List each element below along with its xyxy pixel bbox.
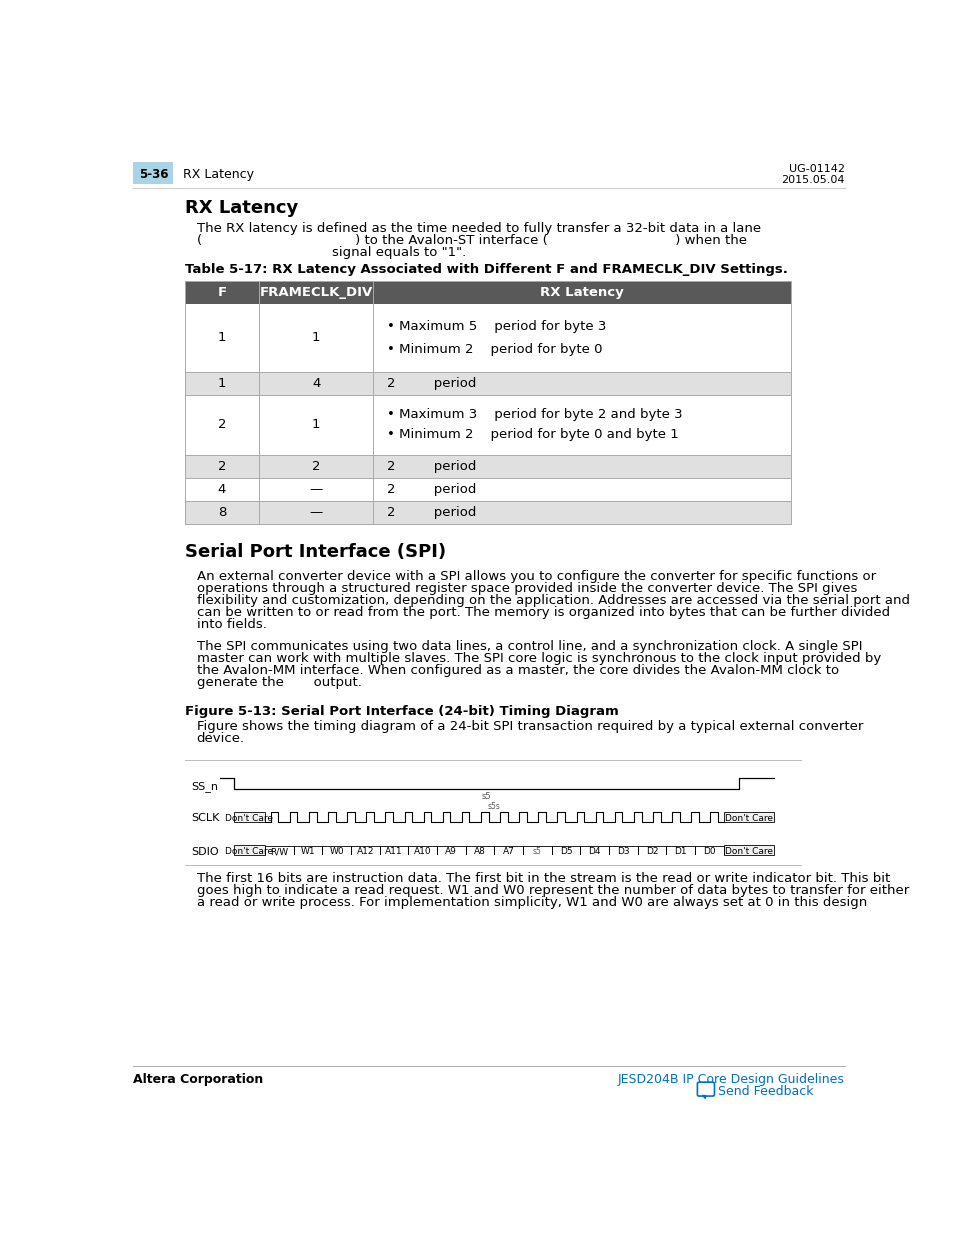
Text: 2: 2 [217, 459, 226, 473]
Text: A10: A10 [414, 847, 431, 856]
Text: into fields.: into fields. [196, 618, 266, 631]
Text: —: — [309, 483, 322, 495]
Text: FRAMECLK_DIV: FRAMECLK_DIV [259, 285, 373, 299]
Text: RX Latency: RX Latency [539, 285, 623, 299]
FancyBboxPatch shape [697, 1082, 714, 1097]
Text: 2         period: 2 period [387, 377, 476, 389]
Text: A11: A11 [385, 847, 402, 856]
Text: device.: device. [196, 732, 245, 745]
Text: Serial Port Interface (SPI): Serial Port Interface (SPI) [185, 542, 446, 561]
Text: the Avalon-MM interface. When configured as a master, the core divides the Avalo: the Avalon-MM interface. When configured… [196, 664, 838, 677]
Text: a read or write process. For implementation simplicity, W1 and W0 are always set: a read or write process. For implementat… [196, 895, 866, 909]
Text: A8: A8 [474, 847, 485, 856]
Text: W0: W0 [329, 847, 344, 856]
Text: • Maximum 3    period for byte 2 and byte 3: • Maximum 3 period for byte 2 and byte 3 [387, 408, 682, 421]
FancyBboxPatch shape [233, 846, 265, 855]
Text: 2         period: 2 period [387, 459, 476, 473]
Text: SCLK: SCLK [192, 814, 219, 824]
Text: D2: D2 [645, 847, 658, 856]
FancyBboxPatch shape [133, 162, 173, 184]
Text: A12: A12 [356, 847, 374, 856]
Text: JESD204B IP Core Design Guidelines: JESD204B IP Core Design Guidelines [618, 1073, 843, 1087]
Text: (                                    ) to the Avalon-ST interface (             : ( ) to the Avalon-ST interface ( [196, 235, 746, 247]
Text: Figure shows the timing diagram of a 24-bit SPI transaction required by a typica: Figure shows the timing diagram of a 24-… [196, 720, 862, 734]
Text: 8: 8 [217, 506, 226, 519]
Text: generate the       output.: generate the output. [196, 676, 361, 689]
Text: RX Latency: RX Latency [183, 168, 253, 180]
FancyBboxPatch shape [233, 811, 265, 823]
Text: Figure 5-13: Serial Port Interface (24-bit) Timing Diagram: Figure 5-13: Serial Port Interface (24-b… [185, 705, 618, 718]
Text: SDIO: SDIO [192, 847, 219, 857]
Text: • Minimum 2    period for byte 0 and byte 1: • Minimum 2 period for byte 0 and byte 1 [387, 429, 679, 441]
Text: • Minimum 2    period for byte 0: • Minimum 2 period for byte 0 [387, 342, 602, 356]
Polygon shape [701, 1094, 704, 1098]
Text: can be written to or read from the port. The memory is organized into bytes that: can be written to or read from the port.… [196, 605, 889, 619]
FancyBboxPatch shape [185, 501, 790, 524]
FancyBboxPatch shape [185, 478, 790, 501]
Text: 2         period: 2 period [387, 483, 476, 495]
Text: s5s: s5s [487, 802, 500, 811]
Text: D4: D4 [588, 847, 600, 856]
FancyBboxPatch shape [185, 454, 790, 478]
Text: 2: 2 [312, 459, 320, 473]
Text: A7: A7 [502, 847, 514, 856]
Text: 4: 4 [312, 377, 320, 389]
Text: Table 5-17: RX Latency Associated with Different F and FRAMECLK_DIV Settings.: Table 5-17: RX Latency Associated with D… [185, 263, 787, 277]
Text: RX Latency: RX Latency [185, 199, 298, 217]
Text: 4: 4 [217, 483, 226, 495]
Text: SS_n: SS_n [192, 781, 218, 792]
Text: signal equals to "1".: signal equals to "1". [332, 247, 466, 259]
Text: 1: 1 [217, 377, 226, 389]
Text: An external converter device with a SPI allows you to configure the converter fo: An external converter device with a SPI … [196, 569, 875, 583]
FancyBboxPatch shape [185, 304, 790, 372]
Text: D5: D5 [559, 847, 572, 856]
Text: The SPI communicates using two data lines, a control line, and a synchronization: The SPI communicates using two data line… [196, 640, 862, 653]
Bar [185, 280, 790, 524]
Text: The first 16 bits are instruction data. The first bit in the stream is the read : The first 16 bits are instruction data. … [196, 872, 889, 885]
Text: F: F [217, 285, 226, 299]
FancyBboxPatch shape [185, 280, 790, 304]
Text: • Maximum 5    period for byte 3: • Maximum 5 period for byte 3 [387, 320, 606, 332]
Text: s5: s5 [533, 847, 541, 856]
Text: 1: 1 [312, 419, 320, 431]
Text: 1: 1 [217, 331, 226, 345]
Text: The RX latency is defined as the time needed to fully transfer a 32-bit data in : The RX latency is defined as the time ne… [196, 222, 760, 235]
Text: operations through a structured register space provided inside the converter dev: operations through a structured register… [196, 582, 856, 595]
Text: R/W: R/W [270, 847, 288, 856]
Text: Altera Corporation: Altera Corporation [133, 1073, 263, 1087]
Text: 1: 1 [312, 331, 320, 345]
Text: UG-01142: UG-01142 [788, 164, 843, 174]
Text: s5: s5 [481, 793, 491, 802]
Text: 2015.05.04: 2015.05.04 [781, 175, 843, 185]
Text: D1: D1 [674, 847, 686, 856]
Text: flexibility and customization, depending on the application. Addresses are acces: flexibility and customization, depending… [196, 594, 909, 606]
Text: W1: W1 [300, 847, 314, 856]
FancyBboxPatch shape [185, 395, 790, 454]
Text: 5-36: 5-36 [138, 168, 168, 180]
Text: D0: D0 [702, 847, 715, 856]
Text: D3: D3 [617, 847, 629, 856]
Text: 2         period: 2 period [387, 506, 476, 519]
Text: Don't Care: Don't Care [724, 847, 772, 856]
Text: Send Feedback: Send Feedback [717, 1086, 812, 1098]
Text: goes high to indicate a read request. W1 and W0 represent the number of data byt: goes high to indicate a read request. W1… [196, 884, 908, 897]
Text: Don't Care: Don't Care [225, 814, 274, 823]
FancyBboxPatch shape [723, 811, 773, 823]
Text: master can work with multiple slaves. The SPI core logic is synchronous to the c: master can work with multiple slaves. Th… [196, 652, 880, 666]
Text: 2: 2 [217, 419, 226, 431]
FancyBboxPatch shape [185, 372, 790, 395]
Text: Don't Care: Don't Care [724, 814, 772, 823]
Text: Don't Care: Don't Care [225, 847, 274, 856]
FancyBboxPatch shape [723, 846, 773, 855]
Text: A9: A9 [445, 847, 456, 856]
Text: —: — [309, 506, 322, 519]
